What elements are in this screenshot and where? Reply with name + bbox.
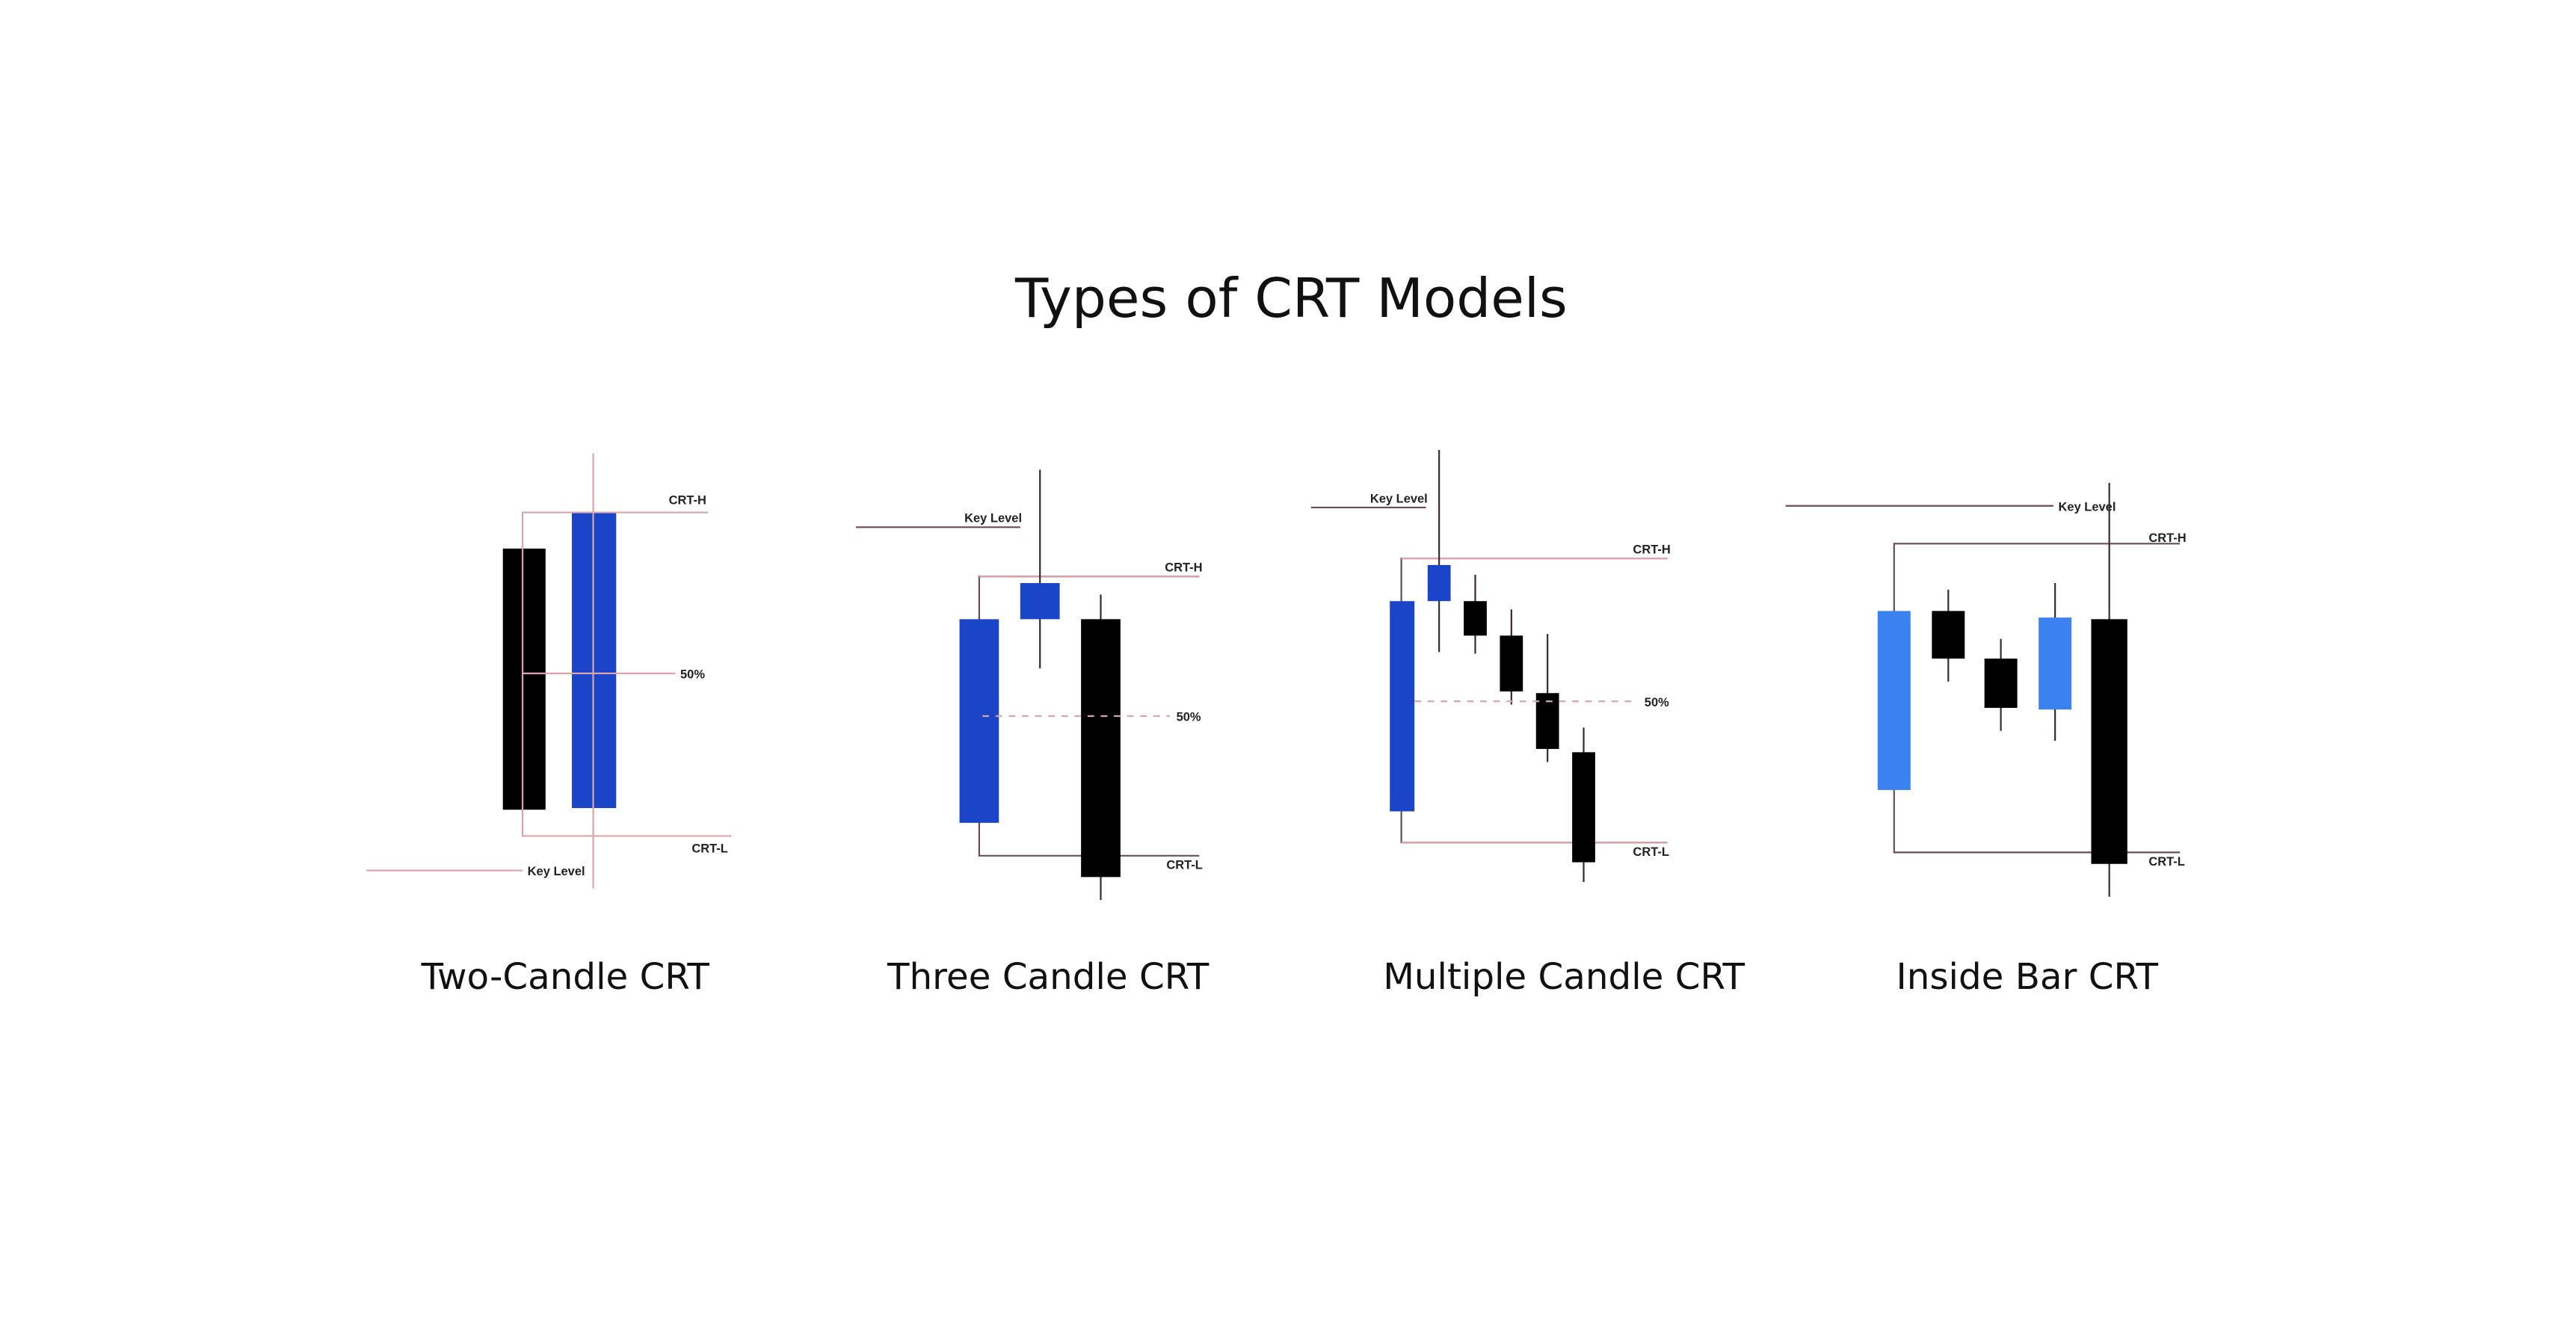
figure-title: Types of CRT Models	[1014, 268, 1568, 330]
diagram-inside-bar: Key Level CRT-H CRT-L Inside Bar CRT	[1785, 483, 2187, 998]
crt-high-label: CRT-H	[1633, 543, 1670, 556]
bearish-candle	[1932, 611, 1965, 659]
diagram-caption: Three Candle CRT	[887, 956, 1210, 998]
bearish-candle	[2091, 619, 2127, 864]
bullish-candle	[959, 619, 999, 823]
diagram-multiple-candle: Key Level CRT-H 50% CRT-L Multiple Candl…	[1310, 450, 1745, 998]
key-level-label: Key Level	[528, 865, 585, 878]
bullish-candle	[1020, 583, 1060, 620]
fifty-percent-label: 50%	[1177, 711, 1201, 724]
bearish-candle	[1081, 619, 1121, 878]
crt-high-label: CRT-H	[2148, 531, 2186, 545]
diagram-two-candle: CRT-H 50% CRT-L Key Level Two-Candle CRT	[366, 453, 732, 998]
bearish-candle	[1984, 659, 2018, 709]
bullish-candle	[1390, 601, 1415, 812]
fifty-percent-label: 50%	[680, 667, 705, 681]
key-level-label: Key Level	[2059, 500, 2116, 514]
bearish-candle	[502, 548, 546, 810]
bullish-candle	[1877, 611, 1911, 790]
crt-low-label: CRT-L	[691, 842, 727, 855]
bearish-candle	[1464, 601, 1487, 636]
crt-high-label: CRT-H	[669, 494, 706, 508]
bearish-candle	[1535, 693, 1559, 749]
diagram-three-candle: Key Level CRT-H 50% CRT-L Three Candle C…	[856, 469, 1210, 998]
fifty-percent-label: 50%	[1645, 696, 1669, 709]
diagram-caption: Two-Candle CRT	[420, 956, 709, 998]
key-level-label: Key Level	[964, 512, 1022, 525]
bearish-candle	[1572, 752, 1595, 863]
diagram-caption: Multiple Candle CRT	[1383, 956, 1745, 998]
bearish-candle	[1500, 635, 1523, 692]
bullish-candle	[1427, 564, 1451, 602]
crt-low-label: CRT-L	[2148, 855, 2184, 869]
crt-low-label: CRT-L	[1166, 858, 1202, 872]
bullish-candle	[2039, 617, 2072, 710]
crt-high-label: CRT-H	[1165, 561, 1202, 575]
crt-range-frame	[1893, 543, 2181, 854]
crt-low-label: CRT-L	[1633, 845, 1668, 859]
key-level-label: Key Level	[1370, 492, 1428, 505]
diagram-caption: Inside Bar CRT	[1896, 956, 2158, 998]
